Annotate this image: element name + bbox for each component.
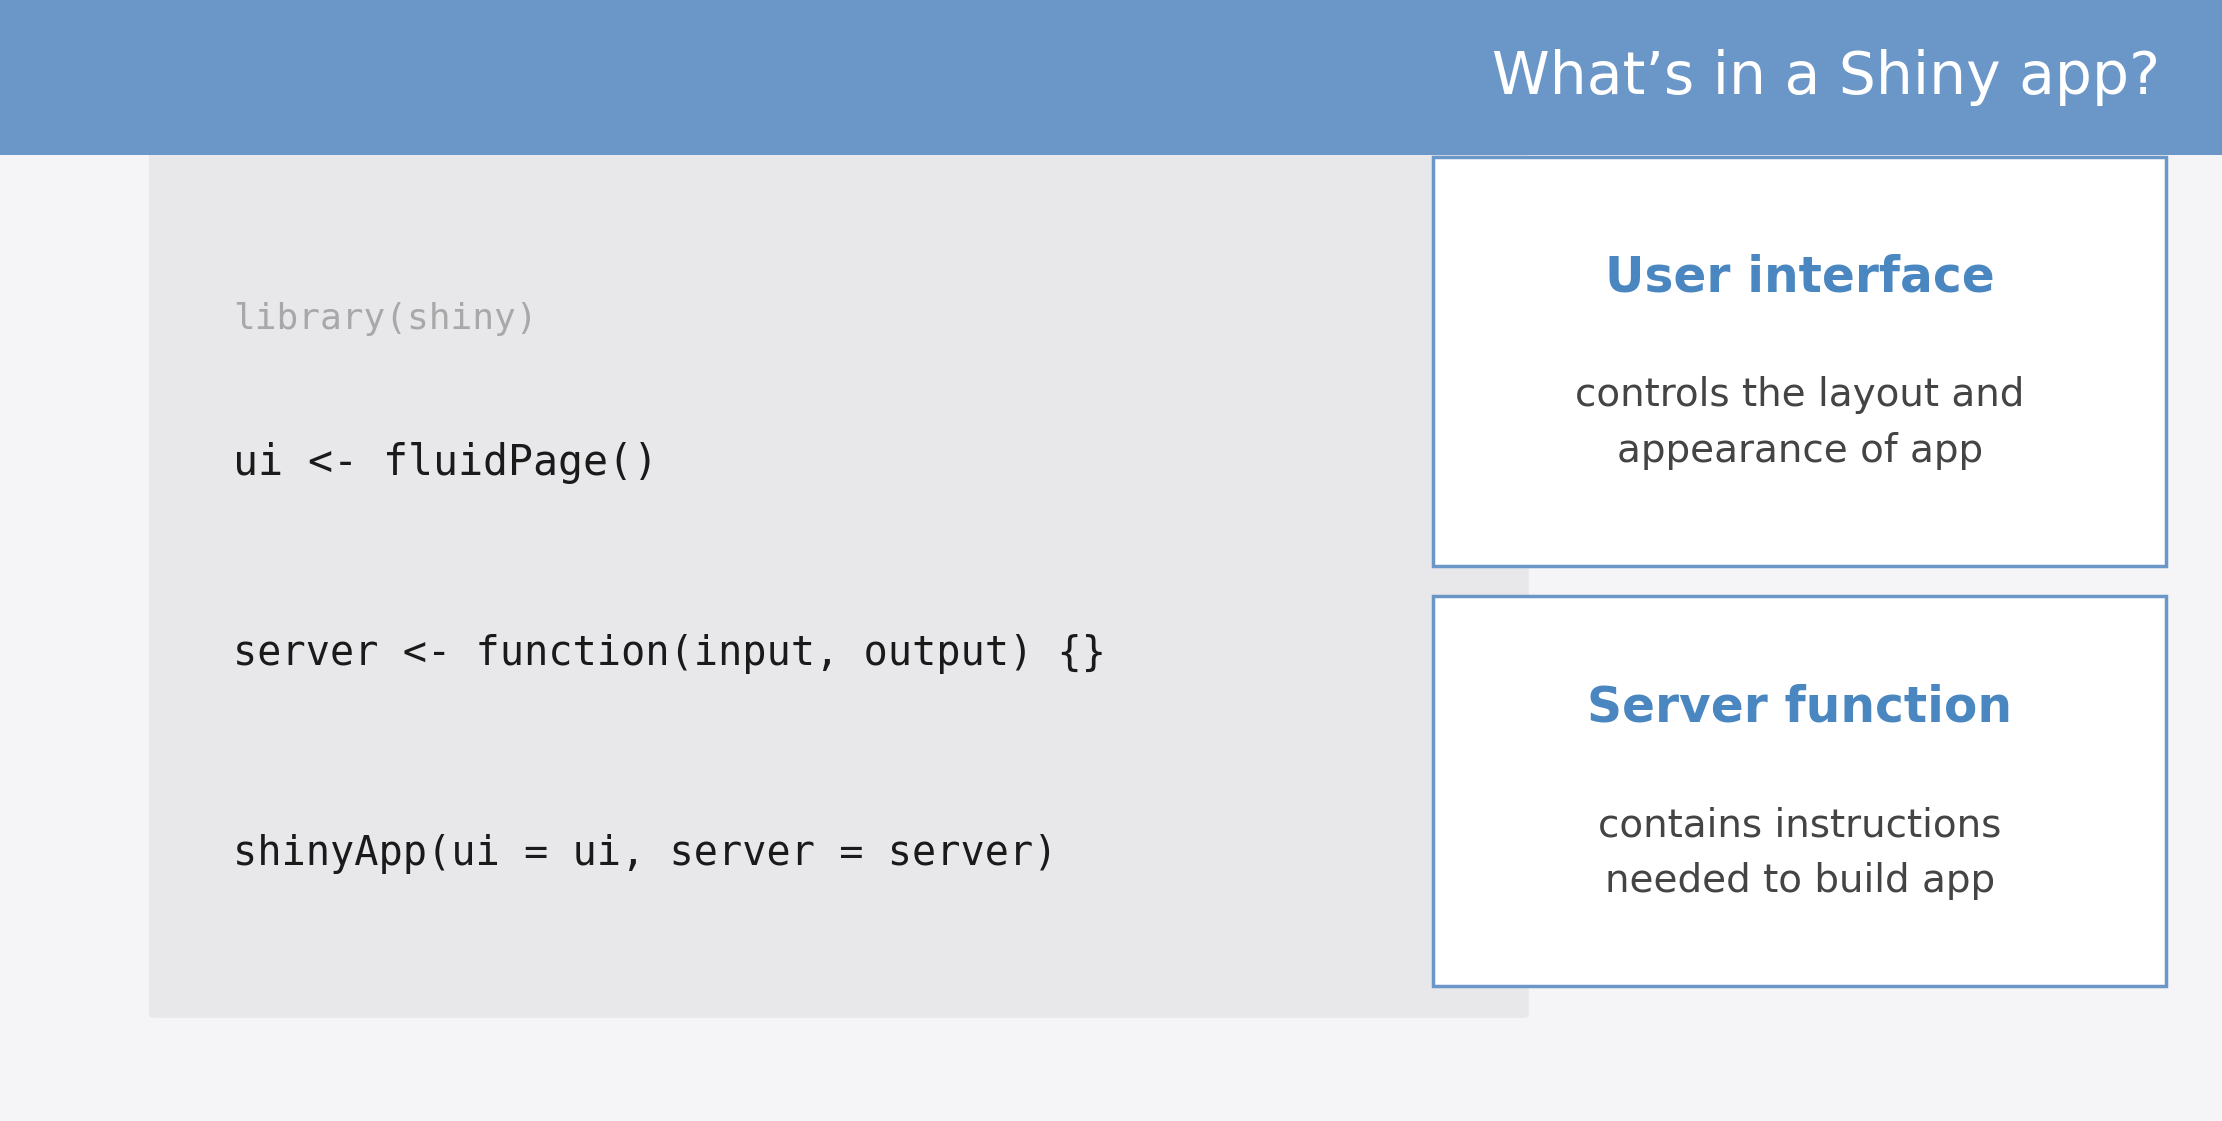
Text: library(shiny): library(shiny) — [233, 303, 538, 336]
Text: ui <- fluidPage(): ui <- fluidPage() — [233, 442, 658, 484]
Text: contains instructions
needed to build app: contains instructions needed to build ap… — [1598, 806, 2002, 900]
FancyBboxPatch shape — [0, 0, 2222, 155]
Polygon shape — [1433, 596, 1533, 986]
Text: server <- function(input, output) {}: server <- function(input, output) {} — [233, 634, 1107, 674]
Text: shinyApp(ui = ui, server = server): shinyApp(ui = ui, server = server) — [233, 834, 1058, 873]
Polygon shape — [1433, 157, 1533, 566]
FancyBboxPatch shape — [1433, 157, 2166, 566]
Text: What’s in a Shiny app?: What’s in a Shiny app? — [1491, 49, 2160, 105]
Text: controls the layout and
appearance of app: controls the layout and appearance of ap… — [1575, 377, 2024, 470]
FancyBboxPatch shape — [1433, 596, 2166, 986]
Text: Server function: Server function — [1587, 684, 2013, 731]
FancyBboxPatch shape — [149, 142, 1529, 1018]
Text: User interface: User interface — [1604, 253, 1995, 302]
